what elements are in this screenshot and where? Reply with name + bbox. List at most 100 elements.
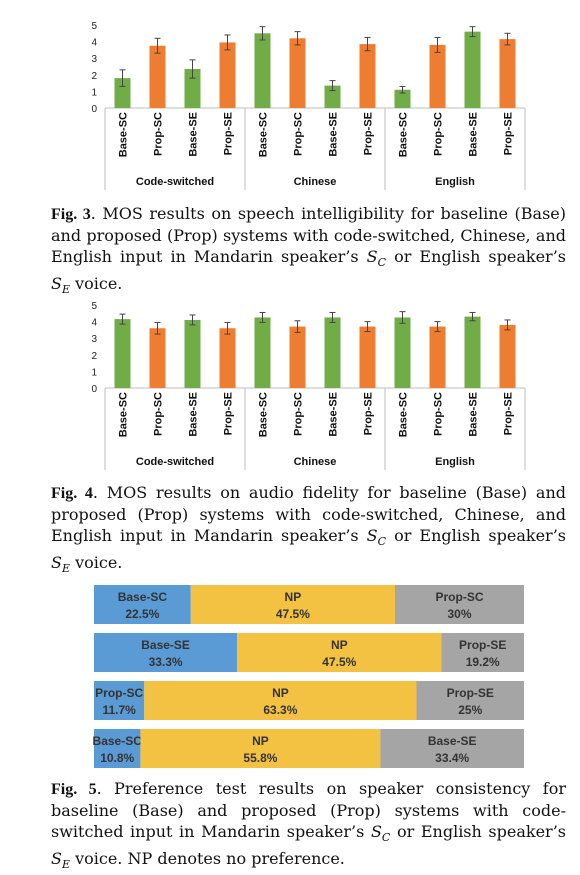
fig3-category-label: Base-SE [328, 112, 340, 157]
fig3-ytick-label: 5 [91, 21, 97, 32]
fig3-category-label: Prop-SC [153, 112, 165, 156]
fig4-category-label: Base-SC [118, 392, 130, 437]
fig3-ytick-label: 4 [91, 38, 97, 49]
fig4-ytick-label: 3 [91, 334, 97, 345]
fig3-bar [324, 85, 341, 108]
fig4-category-label: Base-SC [258, 392, 270, 437]
pref-segment-label: Base-SC [93, 734, 143, 748]
pref-segment [140, 729, 381, 768]
fig4-ytick-label: 5 [91, 301, 97, 312]
fig4-category-label: Prop-SC [293, 392, 305, 436]
fig4-category-label: Prop-SE [503, 392, 515, 435]
pref-segment-label: Prop-SC [436, 590, 484, 604]
fig3-bar [254, 33, 271, 108]
fig3-bar [464, 31, 481, 108]
fig3-bar [149, 45, 166, 108]
fig3-bar [289, 38, 306, 108]
fig4-bar [149, 328, 166, 388]
pref-segment-percent: 33.3% [149, 655, 183, 669]
fig3-category-label: Base-SC [258, 112, 270, 157]
fig4-bar [184, 319, 201, 388]
fig4-bar [219, 328, 236, 388]
fig4-bar-chart: 0 1 2 3 4 5 Base-SC Prop-SC Base-SE Prop-SE Code-s… [91, 301, 526, 470]
fig3-category-label: Prop-SE [363, 112, 375, 155]
fig4-caption: Fig. 4. MOS results on audio fidelity fo… [51, 483, 566, 576]
pref-segment [190, 585, 395, 624]
fig4-category-label: Prop-SC [433, 392, 445, 436]
pref-segment [380, 729, 524, 768]
fig4-bar [289, 326, 306, 388]
fig3-ytick-label: 2 [91, 71, 97, 82]
fig3-category-label: Prop-SE [223, 112, 235, 155]
fig4-category-label: Prop-SE [223, 392, 235, 435]
fig4-bar [359, 326, 376, 388]
pref-segment-label: Base-SE [141, 638, 190, 652]
fig4-ytick-label: 2 [91, 351, 97, 362]
fig4-bar [114, 319, 131, 388]
fig3-category-label: Prop-SC [433, 112, 445, 156]
fig4-category-label: Base-SE [328, 392, 340, 437]
pref-segment-percent: 11.7% [102, 703, 136, 717]
fig3-bar [184, 68, 201, 108]
pref-segment-percent: 19.2% [466, 655, 500, 669]
fig3-category-label: Base-SC [118, 112, 130, 157]
pref-segment-label: Prop-SE [459, 638, 506, 652]
fig4-bar [254, 317, 271, 388]
fig4-bar [499, 324, 516, 388]
fig3-group-label: English [435, 176, 475, 188]
fig4-ytick-label: 4 [91, 318, 97, 329]
fig3-category-label: Prop-SE [503, 112, 515, 155]
fig3-ytick-label: 3 [91, 54, 97, 65]
pref-segment-label: Prop-SE [447, 686, 494, 700]
fig4-category-label: Base-SE [468, 392, 480, 437]
fig3-bar [429, 44, 446, 108]
fig3-bar [114, 78, 131, 108]
fig3-group-label: Code-switched [136, 176, 214, 188]
fig3-category-label: Base-SE [188, 112, 200, 157]
fig3-group-label: Chinese [294, 176, 337, 188]
pref-segment [237, 633, 442, 672]
pref-segment-label: Base-SE [428, 734, 477, 748]
pref-segment [144, 681, 417, 720]
fig5-preference-chart: Base-SC 22.5% NP 47.5% Prop-SC 30% Base-SE 33.3… [93, 585, 524, 768]
pref-segment [94, 585, 191, 624]
fig3-ytick-label: 0 [91, 104, 97, 115]
pref-segment-percent: 22.5% [125, 607, 159, 621]
fig3-bar-chart: 0 1 2 3 4 5 Base-SC Prop-SC Base-SE Prop-SE Code-s… [91, 21, 526, 190]
fig3-bar [499, 39, 516, 108]
fig3-category-label: Base-SE [468, 112, 480, 157]
fig4-group-label: English [435, 456, 475, 468]
pref-segment-label: NP [331, 638, 348, 652]
pref-segment [94, 729, 141, 768]
fig3-bar [219, 42, 236, 108]
pref-segment-percent: 63.3% [263, 703, 297, 717]
fig3-caption: Fig. 3. MOS results on speech intelligib… [51, 204, 566, 297]
fig3-category-label: Base-SC [398, 112, 410, 157]
fig3-label: Fig. 3 [51, 206, 91, 223]
fig3-bar [394, 89, 411, 108]
fig4-category-label: Base-SC [398, 392, 410, 437]
pref-segment-percent: 55.8% [243, 751, 277, 765]
pref-segment-label: Prop-SC [95, 686, 143, 700]
fig4-bar [324, 317, 341, 388]
fig4-bar [464, 316, 481, 388]
fig4-group-label: Code-switched [136, 456, 214, 468]
pref-segment-label: Base-SC [118, 590, 168, 604]
pref-segment-percent: 30% [447, 607, 471, 621]
fig4-ytick-label: 1 [91, 367, 97, 378]
pref-segment [395, 585, 524, 624]
pref-segment [94, 681, 145, 720]
pref-segment [441, 633, 524, 672]
pref-segment-percent: 47.5% [322, 655, 356, 669]
pref-segment-percent: 25% [458, 703, 482, 717]
fig3-bar [359, 44, 376, 108]
fig3-ytick-label: 1 [91, 87, 97, 98]
pref-segment-percent: 10.8% [100, 751, 134, 765]
fig4-group-label: Chinese [294, 456, 337, 468]
fig4-category-label: Prop-SE [363, 392, 375, 435]
fig5-label: Fig. 5 [51, 781, 97, 798]
pref-segment-percent: 47.5% [276, 607, 310, 621]
pref-segment-label: NP [252, 734, 269, 748]
fig4-ytick-label: 0 [91, 384, 97, 395]
pref-segment-percent: 33.4% [435, 751, 469, 765]
